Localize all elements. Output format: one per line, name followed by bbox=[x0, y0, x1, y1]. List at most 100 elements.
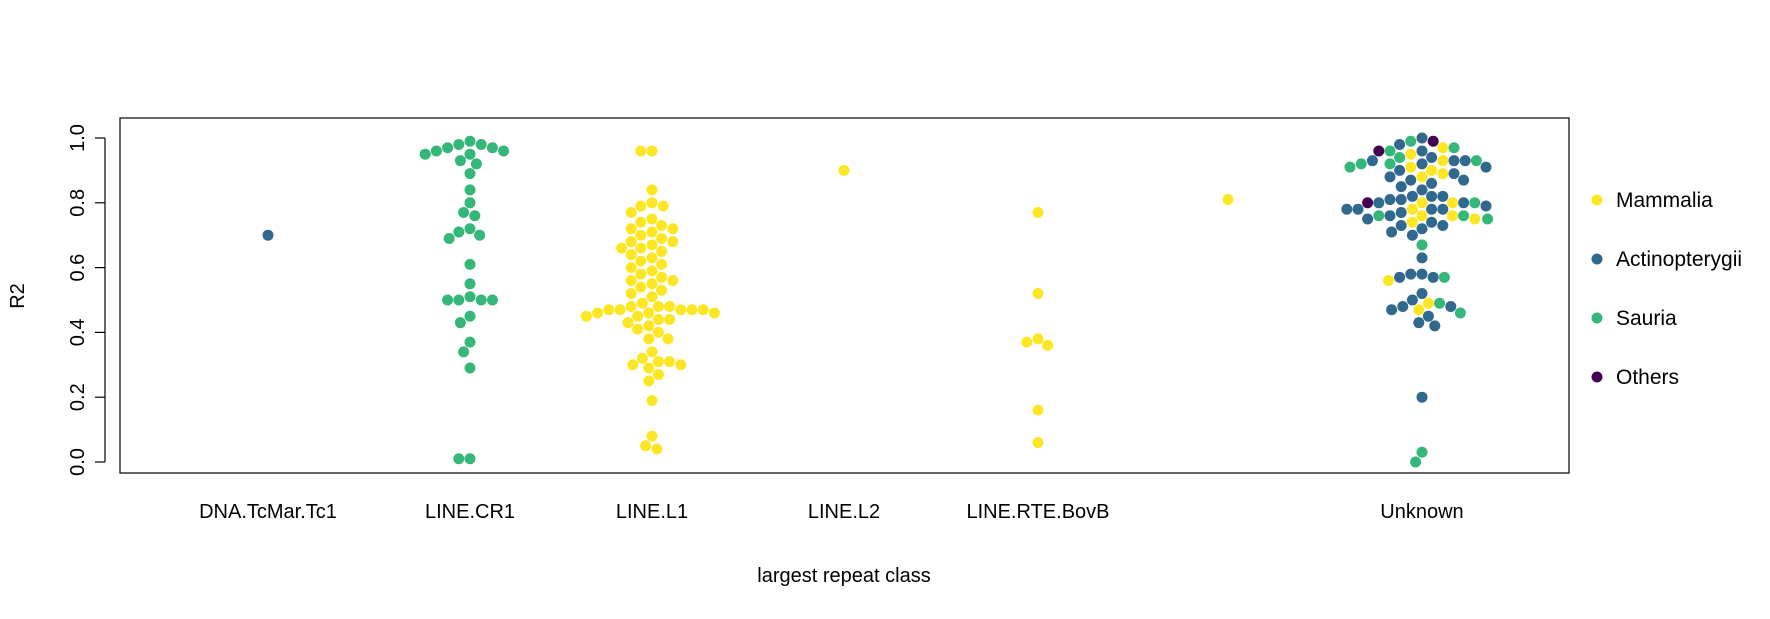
point-sauria bbox=[454, 317, 466, 329]
legend: Mammalia Actinopterygii Sauria Others bbox=[1591, 189, 1742, 389]
point-mammalia bbox=[656, 219, 668, 231]
point-mammalia bbox=[1042, 339, 1054, 351]
point-actinopterygii bbox=[1448, 168, 1460, 180]
point-mammalia bbox=[1405, 161, 1417, 173]
point-actinopterygii bbox=[1413, 317, 1425, 329]
point-actinopterygii bbox=[1406, 294, 1418, 306]
point-mammalia bbox=[646, 145, 658, 157]
point-actinopterygii bbox=[1426, 151, 1438, 163]
y-tick-label: 0.8 bbox=[67, 189, 89, 217]
point-others bbox=[1373, 145, 1385, 157]
point-mammalia bbox=[625, 249, 637, 261]
point-actinopterygii bbox=[1427, 271, 1439, 283]
point-sauria bbox=[453, 294, 465, 306]
y-axis: 0.0 0.2 0.4 0.6 0.8 1.0 bbox=[67, 124, 106, 476]
x-tick-label: Unknown bbox=[1380, 501, 1463, 523]
point-sauria bbox=[464, 197, 476, 209]
point-sauria bbox=[464, 453, 476, 465]
point-mammalia bbox=[652, 300, 664, 312]
point-mammalia bbox=[643, 320, 655, 332]
point-mammalia bbox=[1032, 207, 1044, 219]
point-sauria bbox=[498, 145, 510, 157]
point-mammalia bbox=[1416, 171, 1428, 183]
point-mammalia bbox=[627, 359, 639, 371]
point-mammalia bbox=[635, 216, 647, 228]
point-actinopterygii bbox=[1395, 219, 1407, 231]
legend-marker bbox=[1591, 371, 1603, 383]
point-mammalia bbox=[625, 223, 637, 235]
point-actinopterygii bbox=[1416, 145, 1428, 157]
point-mammalia bbox=[652, 369, 664, 381]
point-mammalia bbox=[1426, 164, 1438, 176]
point-actinopterygii bbox=[1395, 194, 1407, 206]
point-mammalia bbox=[1032, 333, 1044, 345]
point-mammalia bbox=[652, 313, 664, 325]
point-others bbox=[1427, 135, 1439, 147]
point-mammalia bbox=[625, 262, 637, 274]
point-mammalia bbox=[646, 278, 658, 290]
point-actinopterygii bbox=[1394, 271, 1406, 283]
point-sauria bbox=[453, 453, 465, 465]
point-mammalia bbox=[646, 346, 658, 358]
point-actinopterygii bbox=[1416, 132, 1428, 144]
point-actinopterygii bbox=[1405, 268, 1417, 280]
point-mammalia bbox=[646, 252, 658, 264]
point-sauria bbox=[464, 362, 476, 374]
point-mammalia bbox=[1032, 437, 1044, 449]
point-mammalia bbox=[1032, 288, 1044, 300]
point-actinopterygii bbox=[1437, 219, 1449, 231]
point-actinopterygii bbox=[1459, 155, 1471, 167]
point-sauria bbox=[458, 346, 470, 358]
point-sauria bbox=[1355, 158, 1367, 170]
point-actinopterygii bbox=[1395, 181, 1407, 193]
point-mammalia bbox=[667, 236, 679, 248]
point-actinopterygii bbox=[1416, 288, 1428, 300]
x-tick-label: LINE.RTE.BovB bbox=[966, 501, 1109, 523]
point-sauria bbox=[1434, 297, 1446, 309]
point-actinopterygii bbox=[1458, 197, 1470, 209]
point-mammalia bbox=[1437, 155, 1449, 167]
point-sauria bbox=[475, 138, 487, 150]
point-mammalia bbox=[646, 394, 658, 406]
point-mammalia bbox=[838, 164, 850, 176]
point-mammalia bbox=[1469, 213, 1481, 225]
point-sauria bbox=[453, 226, 465, 238]
point-sauria bbox=[464, 223, 476, 235]
point-mammalia bbox=[635, 145, 647, 157]
point-actinopterygii bbox=[1437, 203, 1449, 215]
point-mammalia bbox=[635, 281, 647, 293]
point-mammalia bbox=[697, 304, 709, 316]
point-sauria bbox=[464, 148, 476, 160]
point-mammalia bbox=[1446, 197, 1458, 209]
point-mammalia bbox=[646, 226, 658, 238]
x-tick-label: LINE.CR1 bbox=[425, 501, 515, 523]
point-mammalia bbox=[1222, 194, 1234, 206]
point-actinopterygii bbox=[1426, 177, 1438, 189]
point-sauria bbox=[1469, 197, 1481, 209]
point-mammalia bbox=[646, 265, 658, 277]
point-actinopterygii bbox=[1437, 190, 1449, 202]
point-mammalia bbox=[652, 326, 664, 338]
plot-frame bbox=[119, 117, 1570, 474]
point-mammalia bbox=[1413, 304, 1425, 316]
point-mammalia bbox=[646, 239, 658, 251]
point-sauria bbox=[1373, 210, 1385, 222]
point-mammalia bbox=[636, 297, 648, 309]
point-sauria bbox=[475, 294, 487, 306]
point-actinopterygii bbox=[1397, 300, 1409, 312]
point-mammalia bbox=[651, 443, 663, 455]
point-actinopterygii bbox=[1416, 268, 1428, 280]
point-mammalia bbox=[667, 275, 679, 287]
point-actinopterygii bbox=[1429, 320, 1441, 332]
point-mammalia bbox=[664, 356, 676, 368]
x-axis: DNA.TcMar.Tc1 LINE.CR1 LINE.L1 LINE.L2 LINE.… bbox=[199, 501, 1464, 523]
point-sauria bbox=[442, 142, 454, 154]
x-tick-label: DNA.TcMar.Tc1 bbox=[199, 501, 337, 523]
y-tick-label: 0.4 bbox=[67, 318, 89, 346]
point-mammalia bbox=[635, 200, 647, 212]
point-actinopterygii bbox=[1352, 203, 1364, 215]
point-mammalia bbox=[646, 430, 658, 442]
legend-label: Actinopterygii bbox=[1616, 248, 1742, 271]
point-actinopterygii bbox=[1480, 200, 1492, 212]
